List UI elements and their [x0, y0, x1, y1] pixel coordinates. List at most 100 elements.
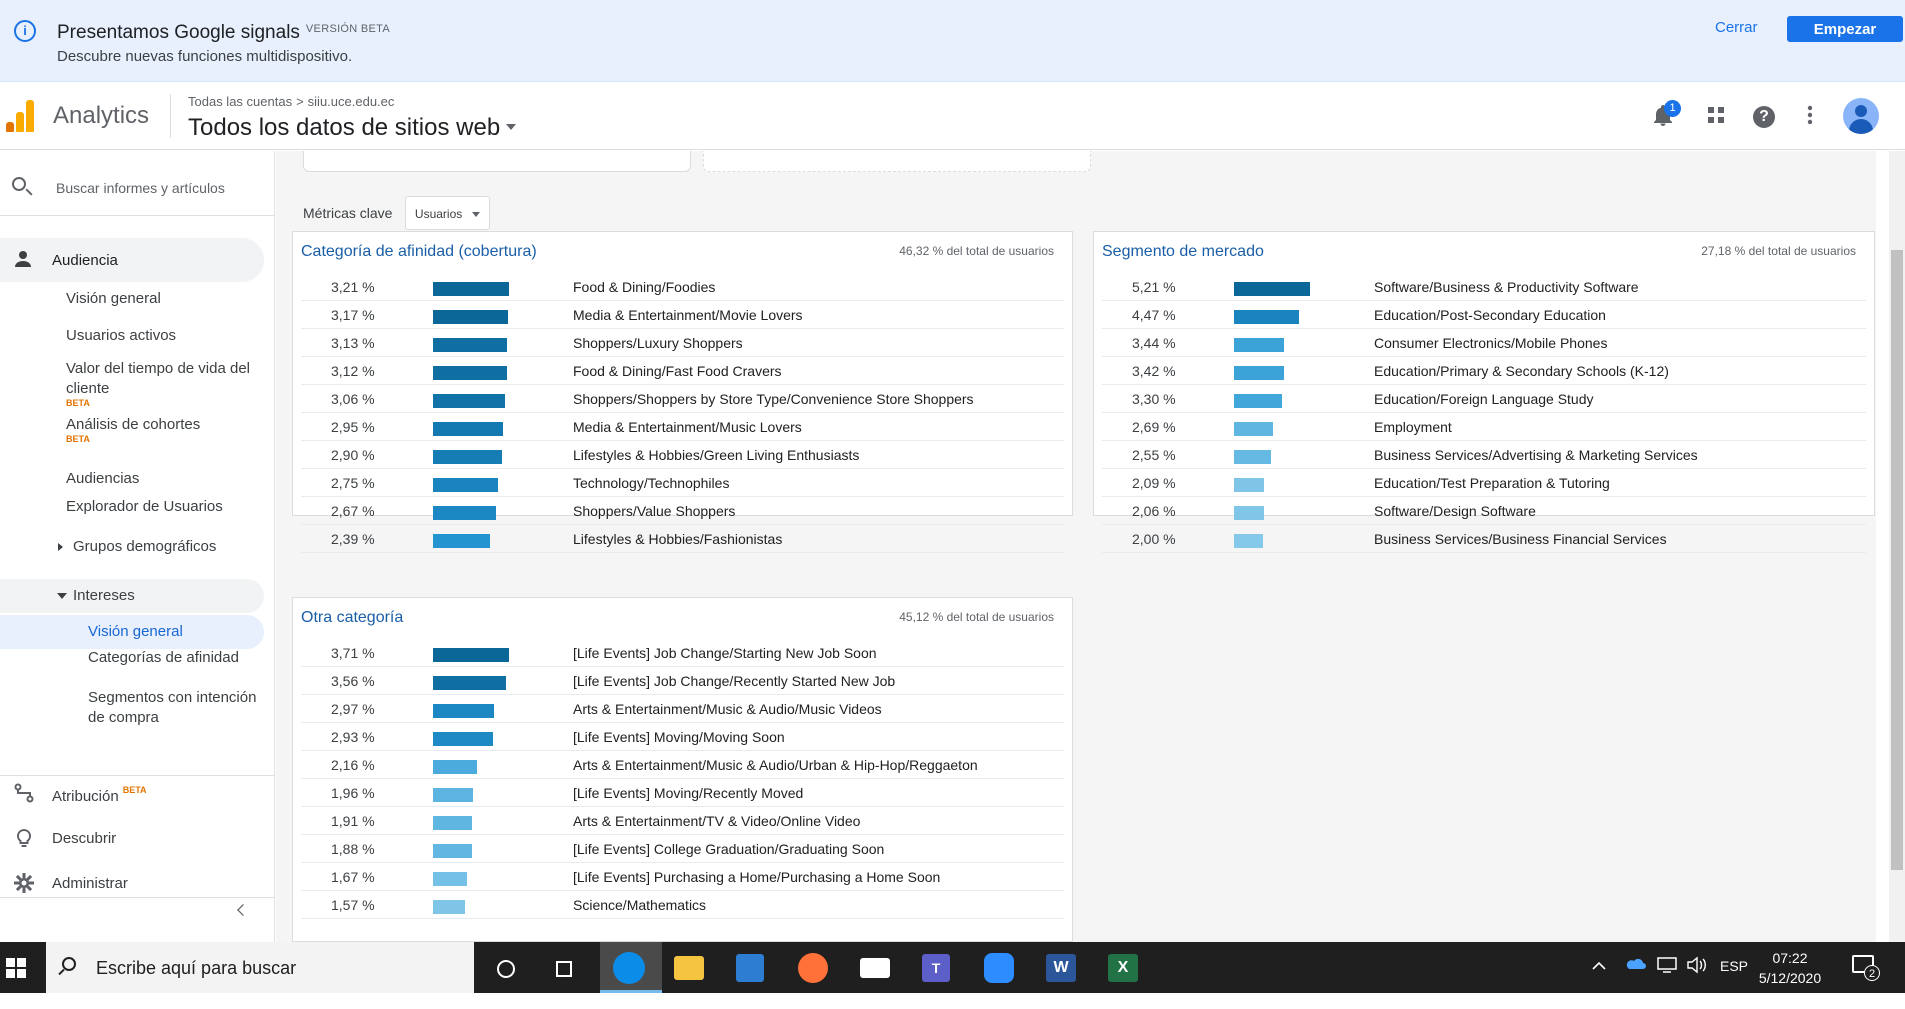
mail-icon[interactable] — [860, 958, 890, 978]
table-row[interactable]: 3,17 % Media & Entertainment/Movie Lovers — [301, 301, 1064, 329]
row-category-link[interactable]: Education/Test Preparation & Tutoring — [1374, 475, 1610, 491]
table-row[interactable]: 3,30 % Education/Foreign Language Study — [1102, 385, 1866, 413]
table-row[interactable]: 2,69 % Employment — [1102, 413, 1866, 441]
row-category-link[interactable]: Lifestyles & Hobbies/Green Living Enthus… — [573, 447, 860, 463]
table-row[interactable]: 2,97 % Arts & Entertainment/Music & Audio… — [301, 695, 1064, 723]
analytics-logo[interactable] — [6, 98, 34, 132]
table-row[interactable]: 2,06 % Software/Design Software — [1102, 497, 1866, 525]
row-category-link[interactable]: [Life Events] Job Change/Starting New Jo… — [573, 645, 877, 661]
table-row[interactable]: 2,95 % Media & Entertainment/Music Lovers — [301, 413, 1064, 441]
sidebar-item-audiencias[interactable]: Audiencias — [66, 470, 140, 487]
row-category-link[interactable]: Software/Business & Productivity Softwar… — [1374, 279, 1639, 295]
row-category-link[interactable]: Arts & Entertainment/Music & Audio/Urban… — [573, 757, 978, 773]
teams-icon[interactable]: T — [922, 954, 950, 982]
store-icon[interactable] — [736, 954, 764, 982]
table-row[interactable]: 2,09 % Education/Test Preparation & Tutor… — [1102, 469, 1866, 497]
scrollbar-thumb[interactable] — [1891, 250, 1903, 870]
taskbar-search[interactable] — [46, 942, 474, 993]
table-row[interactable]: 3,56 % [Life Events] Job Change/Recently … — [301, 667, 1064, 695]
sidebar-item-intereses-vision-general[interactable]: Visión general — [0, 615, 264, 649]
row-category-link[interactable]: Software/Design Software — [1374, 503, 1536, 519]
row-category-link[interactable]: Lifestyles & Hobbies/Fashionistas — [573, 531, 783, 547]
onedrive-icon[interactable] — [1624, 956, 1646, 972]
bell-icon[interactable]: 1 — [1650, 100, 1681, 130]
sidebar-item-atribucion[interactable]: Atribución BETA — [0, 771, 264, 815]
row-category-link[interactable]: Arts & Entertainment/TV & Video/Online V… — [573, 813, 861, 829]
taskbar-clock[interactable]: 07:22 5/12/2020 — [1740, 948, 1840, 988]
row-category-link[interactable]: Shoppers/Value Shoppers — [573, 503, 736, 519]
metrics-dropdown[interactable]: Usuarios — [404, 196, 490, 230]
sidebar-item-valor-tiempo-vida[interactable]: Valor del tiempo de vida del cliente BET… — [66, 359, 256, 408]
table-row[interactable]: 3,44 % Consumer Electronics/Mobile Phones — [1102, 329, 1866, 357]
table-row[interactable]: 3,12 % Food & Dining/Fast Food Cravers — [301, 357, 1064, 385]
sidebar-item-administrar[interactable]: Administrar — [0, 861, 264, 905]
close-button[interactable]: Cerrar — [1715, 19, 1758, 36]
sidebar-item-segmentos-compra[interactable]: Segmentos con intención de compra — [88, 689, 257, 726]
table-row[interactable]: 3,06 % Shoppers/Shoppers by Store Type/Co… — [301, 385, 1064, 413]
word-icon[interactable]: W — [1046, 954, 1076, 982]
table-row[interactable]: 2,75 % Technology/Technophiles — [301, 469, 1064, 497]
sidebar-item-categorias-afinidad[interactable]: Categorías de afinidad — [88, 649, 239, 666]
sidebar-item-analisis-cohortes[interactable]: Análisis de cohortes BETA — [66, 415, 256, 444]
table-row[interactable]: 1,88 % [Life Events] College Graduation/G… — [301, 835, 1064, 863]
view-selector[interactable]: Todos los datos de sitios web — [188, 114, 517, 142]
table-row[interactable]: 2,00 % Business Services/Business Financi… — [1102, 525, 1866, 553]
row-category-link[interactable]: Food & Dining/Foodies — [573, 279, 716, 295]
table-row[interactable]: 2,39 % Lifestyles & Hobbies/Fashionistas — [301, 525, 1064, 553]
network-icon[interactable] — [1656, 956, 1678, 974]
zoom-icon[interactable] — [984, 953, 1014, 983]
excel-icon[interactable]: X — [1108, 954, 1138, 982]
show-hidden-icons-icon[interactable] — [1592, 958, 1606, 972]
row-category-link[interactable]: [Life Events] Moving/Moving Soon — [573, 729, 785, 745]
file-explorer-icon[interactable] — [674, 956, 704, 980]
sidebar-item-grupos-demograficos[interactable]: Grupos demográficos — [58, 537, 263, 557]
table-row[interactable]: 1,57 % Science/Mathematics — [301, 891, 1064, 919]
row-category-link[interactable]: Media & Entertainment/Music Lovers — [573, 419, 802, 435]
language-indicator[interactable]: ESP — [1720, 958, 1749, 974]
table-row[interactable]: 3,21 % Food & Dining/Foodies — [301, 273, 1064, 301]
table-row[interactable]: 1,67 % [Life Events] Purchasing a Home/Pu… — [301, 863, 1064, 891]
row-category-link[interactable]: Shoppers/Luxury Shoppers — [573, 335, 743, 351]
table-row[interactable]: 3,71 % [Life Events] Job Change/Starting … — [301, 639, 1064, 667]
panel-title[interactable]: Otra categoría — [301, 609, 404, 626]
action-center-icon[interactable]: 2 — [1852, 955, 1880, 981]
apps-icon[interactable] — [1703, 104, 1729, 130]
table-row[interactable]: 2,93 % [Life Events] Moving/Moving Soon — [301, 723, 1064, 751]
sidebar-item-intereses[interactable]: Intereses — [0, 579, 264, 613]
table-row[interactable]: 2,67 % Shoppers/Value Shoppers — [301, 497, 1064, 525]
avatar[interactable] — [1843, 98, 1879, 134]
row-category-link[interactable]: Consumer Electronics/Mobile Phones — [1374, 335, 1608, 351]
row-category-link[interactable]: [Life Events] Moving/Recently Moved — [573, 785, 804, 801]
windows-start-icon[interactable] — [6, 958, 26, 978]
help-icon[interactable]: ? — [1751, 104, 1777, 130]
row-category-link[interactable]: Science/Mathematics — [573, 897, 707, 913]
row-category-link[interactable]: Education/Primary & Secondary Schools (K… — [1374, 363, 1669, 379]
taskbar-search-input[interactable] — [96, 956, 456, 980]
row-category-link[interactable]: [Life Events] College Graduation/Graduat… — [573, 841, 885, 857]
cortana-icon[interactable] — [488, 950, 524, 986]
row-category-link[interactable]: Employment — [1374, 419, 1452, 435]
row-category-link[interactable]: Education/Foreign Language Study — [1374, 391, 1594, 407]
row-category-link[interactable]: Business Services/Business Financial Ser… — [1374, 531, 1667, 547]
row-category-link[interactable]: Shoppers/Shoppers by Store Type/Convenie… — [573, 391, 974, 407]
sidebar-item-descubrir[interactable]: Descubrir — [0, 816, 264, 860]
sidebar-search[interactable] — [0, 171, 274, 207]
table-row[interactable]: 1,91 % Arts & Entertainment/TV & Video/On… — [301, 807, 1064, 835]
sidebar-item-audiencia[interactable]: Audiencia — [0, 238, 264, 282]
row-category-link[interactable]: Education/Post-Secondary Education — [1374, 307, 1606, 323]
table-row[interactable]: 2,90 % Lifestyles & Hobbies/Green Living … — [301, 441, 1064, 469]
search-input[interactable] — [56, 171, 261, 205]
table-row[interactable]: 2,16 % Arts & Entertainment/Music & Audio… — [301, 751, 1064, 779]
row-category-link[interactable]: Media & Entertainment/Movie Lovers — [573, 307, 803, 323]
firefox-icon[interactable] — [798, 953, 828, 983]
panel-title[interactable]: Segmento de mercado — [1102, 243, 1264, 260]
row-category-link[interactable]: [Life Events] Job Change/Recently Starte… — [573, 673, 896, 689]
more-vert-icon[interactable] — [1797, 104, 1823, 130]
table-row[interactable]: 3,42 % Education/Primary & Secondary Scho… — [1102, 357, 1866, 385]
sidebar-item-vision-general[interactable]: Visión general — [66, 290, 161, 307]
row-category-link[interactable]: [Life Events] Purchasing a Home/Purchasi… — [573, 869, 941, 885]
collapse-sidebar-icon[interactable] — [237, 904, 249, 916]
table-row[interactable]: 5,21 % Software/Business & Productivity S… — [1102, 273, 1866, 301]
start-button[interactable]: Empezar — [1787, 16, 1903, 42]
breadcrumb-accounts[interactable]: Todas las cuentas — [188, 94, 293, 109]
